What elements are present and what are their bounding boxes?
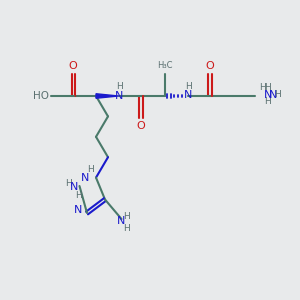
Text: H: H	[259, 83, 266, 92]
Text: N: N	[74, 205, 82, 215]
Text: N: N	[269, 89, 277, 100]
Polygon shape	[96, 94, 118, 98]
Text: O: O	[136, 121, 146, 131]
Text: H: H	[185, 82, 191, 91]
Text: HO: HO	[32, 91, 49, 101]
Text: H: H	[264, 97, 271, 106]
Text: N: N	[117, 215, 126, 226]
Text: H: H	[87, 165, 94, 174]
Text: O: O	[68, 61, 77, 71]
Text: H: H	[76, 191, 82, 200]
Text: N: N	[115, 91, 123, 101]
Text: H₃C: H₃C	[157, 61, 173, 70]
Text: H: H	[264, 83, 271, 92]
Text: H: H	[116, 82, 122, 91]
Text: H: H	[65, 179, 71, 188]
Text: N: N	[81, 172, 90, 183]
Text: O: O	[205, 61, 214, 71]
Text: H: H	[124, 212, 130, 221]
Text: N: N	[264, 89, 273, 100]
Text: N: N	[184, 89, 192, 100]
Text: H: H	[124, 224, 130, 233]
Text: H: H	[274, 90, 281, 99]
Text: N: N	[70, 182, 78, 193]
